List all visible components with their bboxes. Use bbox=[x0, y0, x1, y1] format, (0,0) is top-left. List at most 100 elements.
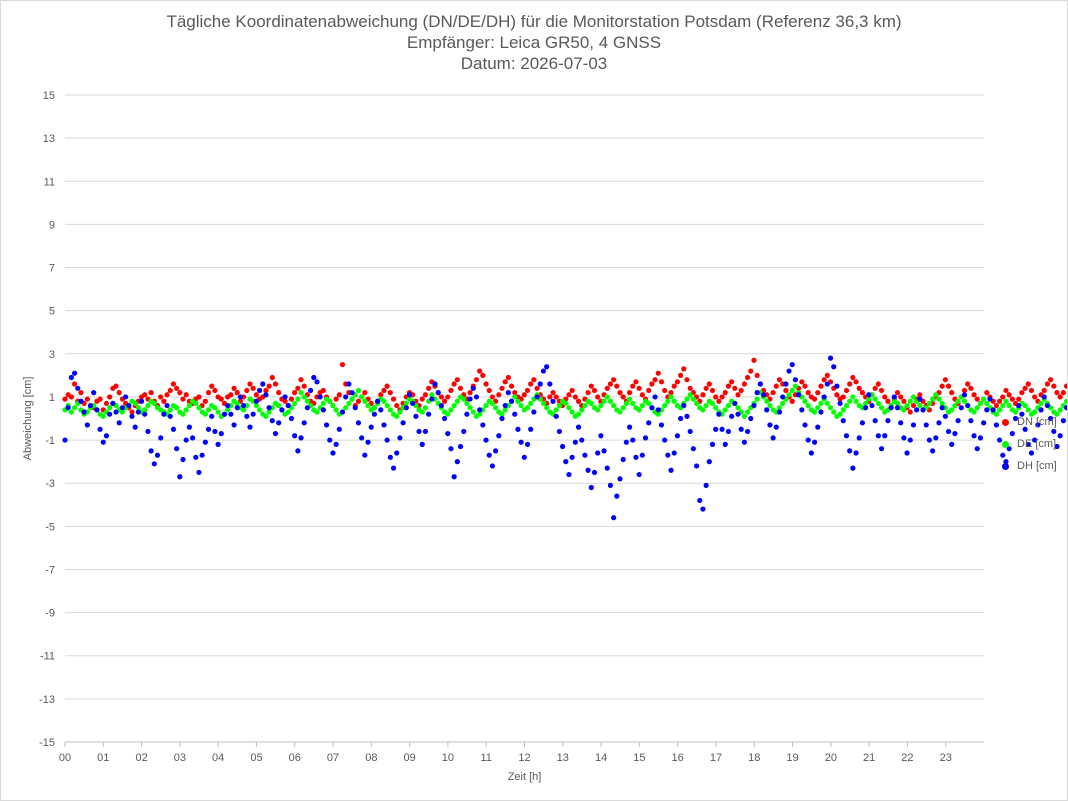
point-de bbox=[939, 400, 945, 407]
point-dh bbox=[512, 411, 518, 417]
point-dh bbox=[1044, 402, 1051, 409]
point-de bbox=[595, 407, 601, 413]
point-de bbox=[955, 398, 961, 404]
point-de bbox=[298, 390, 304, 396]
point-de bbox=[448, 407, 454, 413]
point-de bbox=[365, 402, 371, 409]
point-de bbox=[582, 402, 588, 409]
point-dn bbox=[505, 374, 511, 381]
point-dh bbox=[129, 413, 135, 419]
point-dh bbox=[142, 411, 148, 417]
point-dh bbox=[71, 370, 78, 376]
point-dh bbox=[996, 437, 1003, 443]
point-de bbox=[843, 402, 850, 409]
point-dh bbox=[697, 497, 703, 504]
point-dh bbox=[110, 400, 116, 407]
point-de bbox=[824, 400, 830, 407]
point-dn bbox=[480, 372, 486, 378]
point-de bbox=[668, 394, 674, 400]
point-de bbox=[665, 398, 671, 404]
point-de bbox=[1025, 407, 1031, 413]
point-de bbox=[489, 400, 496, 407]
point-dn bbox=[754, 372, 760, 378]
y-tick-label: -13 bbox=[39, 694, 55, 706]
point-dh bbox=[132, 424, 138, 430]
point-dn bbox=[984, 390, 990, 396]
x-tick-label: 13 bbox=[557, 752, 569, 764]
point-dh bbox=[993, 422, 999, 428]
point-dh bbox=[984, 407, 990, 413]
chart-subtitle-date: Datum: 2026-07-03 bbox=[460, 54, 608, 73]
y-tick-label: 13 bbox=[43, 133, 55, 145]
x-tick-label: 07 bbox=[327, 752, 339, 764]
point-dh bbox=[878, 446, 885, 452]
point-de bbox=[295, 396, 301, 402]
point-de bbox=[575, 411, 582, 417]
point-dn bbox=[71, 381, 78, 387]
point-dh bbox=[464, 411, 470, 417]
point-dn bbox=[78, 390, 84, 396]
point-dn bbox=[336, 392, 342, 398]
point-de bbox=[875, 400, 881, 407]
gridlines bbox=[65, 94, 984, 743]
point-dh bbox=[815, 424, 821, 430]
point-dn bbox=[630, 383, 636, 389]
point-dh bbox=[445, 430, 451, 437]
point-de bbox=[349, 396, 355, 402]
point-de bbox=[387, 407, 393, 413]
x-tick-label: 00 bbox=[59, 752, 71, 764]
point-dh bbox=[355, 420, 362, 426]
point-dn bbox=[875, 381, 881, 387]
point-dn bbox=[738, 387, 744, 394]
point-dh bbox=[100, 439, 106, 445]
point-dh bbox=[894, 405, 901, 411]
y-tick-label: 1 bbox=[49, 392, 55, 404]
point-dh bbox=[1057, 433, 1063, 439]
point-dh bbox=[359, 435, 365, 441]
point-dh bbox=[869, 402, 875, 409]
point-de bbox=[135, 405, 141, 411]
point-dh bbox=[221, 411, 228, 417]
point-dh bbox=[949, 441, 955, 447]
point-dh bbox=[792, 377, 799, 383]
legend-item-de: DE [cm] bbox=[1002, 433, 1057, 455]
point-dn bbox=[882, 394, 888, 400]
point-de bbox=[744, 409, 751, 415]
point-dn bbox=[834, 392, 840, 398]
point-dn bbox=[789, 398, 795, 404]
point-dn bbox=[266, 383, 272, 389]
point-dn bbox=[674, 379, 681, 385]
point-dh bbox=[818, 409, 824, 415]
point-dh bbox=[722, 441, 728, 447]
point-dh bbox=[97, 426, 103, 432]
point-de bbox=[470, 409, 476, 415]
point-dh bbox=[269, 418, 275, 424]
point-dh bbox=[1025, 441, 1031, 447]
point-dn bbox=[799, 379, 805, 385]
point-dh bbox=[397, 435, 403, 441]
point-dn bbox=[591, 387, 598, 394]
point-dn bbox=[703, 385, 709, 391]
point-dn bbox=[885, 398, 891, 404]
point-dh bbox=[929, 448, 936, 454]
point-de bbox=[847, 398, 853, 404]
point-dh bbox=[566, 471, 572, 478]
point-dh bbox=[180, 456, 186, 463]
point-de bbox=[917, 402, 923, 409]
point-dh bbox=[218, 430, 224, 437]
point-dn bbox=[859, 390, 866, 396]
point-dh bbox=[805, 437, 811, 443]
point-de bbox=[722, 407, 728, 413]
point-dn bbox=[282, 398, 288, 404]
x-axis-title: Zeit [h] bbox=[508, 771, 542, 783]
point-de bbox=[499, 411, 505, 417]
point-dh bbox=[486, 452, 492, 458]
point-de bbox=[907, 398, 913, 404]
point-de bbox=[394, 413, 400, 419]
point-de bbox=[792, 383, 799, 389]
point-dh bbox=[209, 413, 215, 419]
point-dh bbox=[783, 381, 789, 387]
point-dn bbox=[687, 385, 693, 391]
point-dn bbox=[824, 372, 830, 378]
